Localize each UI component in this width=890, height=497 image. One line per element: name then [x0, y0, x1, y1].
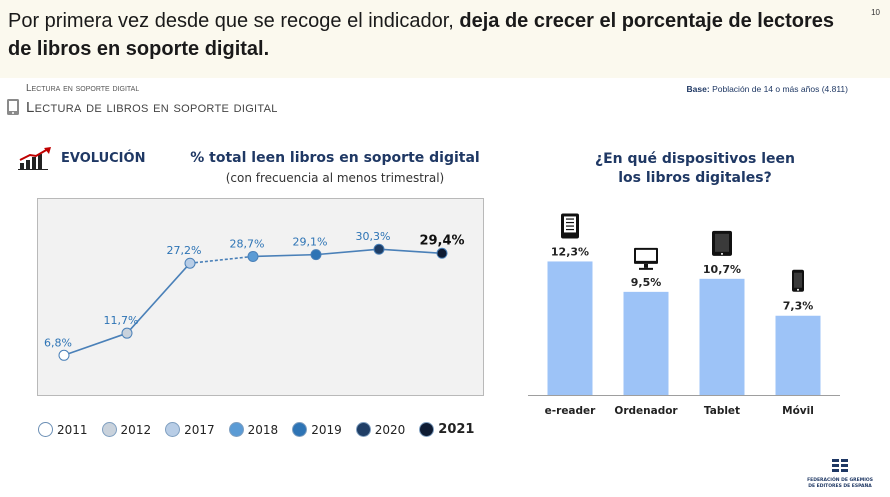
- federation-logo-icon: [832, 458, 848, 474]
- legend-item-2021: 2021: [419, 422, 474, 437]
- section-title: Lectura de libros en soporte digital: [26, 99, 278, 116]
- line-point-2018: [247, 250, 259, 262]
- base-note: Base: Población de 14 o más años (4.811): [687, 84, 848, 94]
- legend-label: 2018: [247, 422, 279, 437]
- line-chart-legend: 2011 2012 2017 2018 2019 2020 2021: [38, 422, 488, 437]
- legend-item-2017: 2017: [165, 422, 215, 437]
- line-label-2018: 28,7%: [230, 237, 265, 250]
- legend-label: 2020: [374, 422, 406, 437]
- line-label-2019: 29,1%: [293, 236, 328, 249]
- base-label: Base:: [686, 84, 710, 94]
- legend-dot: [419, 422, 435, 437]
- legend-item-2018: 2018: [228, 422, 279, 437]
- line-point-2021: [436, 247, 448, 259]
- evolution-label: EVOLUCIÓN: [61, 151, 146, 166]
- header-band: Por primera vez desde que se recoge el i…: [0, 0, 890, 78]
- line-label-2017: 27,2%: [167, 244, 202, 257]
- bar-Tablet: [699, 278, 745, 395]
- bar-chart-title-line1: ¿En qué dispositivos leen: [594, 151, 795, 167]
- legend-label: 2017: [184, 422, 215, 437]
- line-chart-subtitle: (con frecuencia al menos trimestral): [225, 171, 445, 185]
- logo-text-line1: FEDERACIÓN DE GREMIOS: [807, 478, 873, 483]
- bar-category-Tablet: Tablet: [704, 405, 740, 417]
- line-label-2011: 6,8%: [44, 336, 72, 349]
- bar-category-e-reader: e-reader: [545, 405, 597, 417]
- legend-dot: [101, 422, 117, 437]
- section-small-title: Lectura en soporte digital: [26, 83, 140, 94]
- page-number: 10: [871, 8, 880, 17]
- bar-e-reader: [547, 261, 593, 395]
- legend-label: 2021: [438, 422, 475, 437]
- bar-category-Móvil: Móvil: [782, 405, 814, 417]
- line-segment: [378, 248, 443, 255]
- legend-label: 2019: [311, 422, 342, 437]
- legend-label: 2012: [120, 422, 152, 437]
- line-label-2020: 30,3%: [356, 230, 391, 243]
- line-segment: [315, 248, 380, 256]
- bar-Móvil: [775, 315, 821, 395]
- line-point-2011: [58, 349, 70, 361]
- bar-chart-title-line2: los libros digitales?: [618, 170, 772, 186]
- bar-chart-title: ¿En qué dispositivos leen los libros dig…: [550, 150, 840, 188]
- line-point-2019: [310, 249, 322, 261]
- line-segment: [63, 332, 128, 357]
- bar-label-Tablet: 10,7%: [703, 263, 741, 276]
- legend-item-2019: 2019: [292, 422, 342, 437]
- base-text: Población de 14 o más años (4.811): [709, 84, 848, 94]
- legend-item-2020: 2020: [355, 422, 406, 437]
- legend-dot: [292, 422, 308, 437]
- line-chart-plot-area: [37, 198, 484, 396]
- line-chart: 6,8% 11,7% 27,2% 28,7% 29,1% 30,3% 29,4%: [44, 230, 465, 361]
- line-point-2020: [373, 243, 385, 255]
- federation-logo: FEDERACIÓN DE GREMIOS DE EDITORES DE ESP…: [800, 458, 880, 490]
- legend-dot: [355, 422, 371, 437]
- headline: Por primera vez desde que se recoge el i…: [8, 7, 848, 63]
- legend-item-2012: 2012: [101, 422, 152, 437]
- line-chart-title: % total leen libros en soporte digital: [190, 150, 480, 166]
- ereader-icon: [561, 213, 579, 239]
- line-point-2012: [121, 327, 133, 339]
- bar-label-Móvil: 7,3%: [783, 300, 814, 313]
- line-segment: [189, 255, 254, 265]
- bar-Ordenador: [623, 291, 669, 395]
- line-segment: [126, 262, 191, 334]
- monitor-icon: [634, 247, 658, 270]
- line-segment: [252, 253, 317, 258]
- bar-label-Ordenador: 9,5%: [631, 276, 662, 289]
- legend-dot: [38, 422, 53, 437]
- legend-dot: [165, 422, 181, 437]
- mobile-icon: [792, 269, 804, 292]
- legend-item-2011: 2011: [38, 422, 88, 437]
- headline-plain: Por primera vez desde que se recoge el i…: [8, 10, 460, 32]
- tablet-icon: [712, 230, 732, 256]
- headline-bold: deja de crecer el porcentaje de lectores…: [8, 10, 835, 60]
- bar-category-Ordenador: Ordenador: [614, 405, 678, 417]
- bar-label-e-reader: 12,3%: [551, 245, 589, 258]
- line-point-2017: [184, 257, 196, 269]
- ebook-doc-icon: [7, 99, 19, 115]
- legend-label: 2011: [57, 422, 88, 437]
- growth-chart-icon: [18, 147, 51, 170]
- line-label-2012: 11,7%: [104, 314, 139, 327]
- line-label-2021: 29,4%: [419, 233, 464, 248]
- logo-text-line2: DE EDITORES DE ESPAÑA: [808, 484, 872, 489]
- legend-dot: [228, 422, 244, 437]
- bar-chart: 12,3% e-reader 9,5% Ordenador 10,7% Tablet 7,3…: [528, 213, 840, 417]
